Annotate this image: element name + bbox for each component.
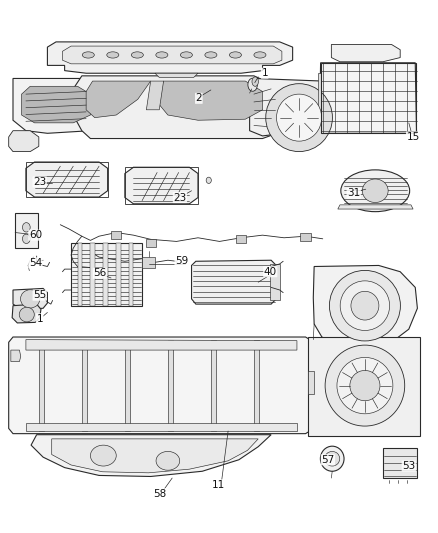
Text: 15: 15 xyxy=(406,132,419,142)
Polygon shape xyxy=(21,86,90,123)
Polygon shape xyxy=(167,340,173,431)
FancyBboxPatch shape xyxy=(71,243,142,306)
Ellipse shape xyxy=(205,52,216,58)
Ellipse shape xyxy=(206,177,211,183)
FancyBboxPatch shape xyxy=(90,243,95,306)
Polygon shape xyxy=(307,337,419,436)
Polygon shape xyxy=(26,423,296,431)
Ellipse shape xyxy=(253,52,265,58)
Text: 23: 23 xyxy=(173,192,186,203)
FancyBboxPatch shape xyxy=(142,257,155,268)
Ellipse shape xyxy=(22,234,30,244)
Polygon shape xyxy=(73,76,283,139)
Polygon shape xyxy=(26,162,107,197)
FancyBboxPatch shape xyxy=(116,243,120,306)
Text: 57: 57 xyxy=(321,455,334,465)
Polygon shape xyxy=(47,42,292,73)
Text: 31: 31 xyxy=(346,188,360,198)
FancyBboxPatch shape xyxy=(145,239,155,247)
Text: 60: 60 xyxy=(29,230,42,240)
Text: 56: 56 xyxy=(93,268,106,278)
Ellipse shape xyxy=(82,52,94,58)
Ellipse shape xyxy=(251,77,258,86)
Ellipse shape xyxy=(320,446,343,471)
Ellipse shape xyxy=(349,370,379,401)
Ellipse shape xyxy=(325,345,404,426)
Polygon shape xyxy=(155,81,262,120)
Polygon shape xyxy=(62,46,281,64)
FancyBboxPatch shape xyxy=(129,243,133,306)
FancyBboxPatch shape xyxy=(78,243,81,306)
Ellipse shape xyxy=(19,307,34,322)
Ellipse shape xyxy=(328,270,399,341)
Polygon shape xyxy=(9,337,314,434)
FancyBboxPatch shape xyxy=(15,213,37,248)
Polygon shape xyxy=(253,340,258,431)
Text: 55: 55 xyxy=(33,290,46,300)
Polygon shape xyxy=(39,340,44,431)
FancyBboxPatch shape xyxy=(235,235,246,243)
Polygon shape xyxy=(26,340,296,350)
Polygon shape xyxy=(155,73,198,77)
Text: 54: 54 xyxy=(28,258,42,268)
Text: 2: 2 xyxy=(195,93,202,103)
FancyBboxPatch shape xyxy=(103,243,107,306)
Ellipse shape xyxy=(155,451,179,470)
Text: 53: 53 xyxy=(401,461,414,471)
Text: 23: 23 xyxy=(33,177,46,187)
Ellipse shape xyxy=(155,52,167,58)
Ellipse shape xyxy=(131,52,143,58)
Polygon shape xyxy=(318,73,320,123)
Text: 59: 59 xyxy=(175,256,188,266)
Ellipse shape xyxy=(361,179,387,203)
Polygon shape xyxy=(146,81,163,110)
Ellipse shape xyxy=(247,78,257,91)
Polygon shape xyxy=(313,265,417,348)
Ellipse shape xyxy=(22,223,30,232)
Polygon shape xyxy=(124,340,130,431)
Polygon shape xyxy=(12,304,41,323)
Ellipse shape xyxy=(106,52,119,58)
Polygon shape xyxy=(13,78,112,133)
Ellipse shape xyxy=(90,445,116,466)
Ellipse shape xyxy=(350,292,378,320)
FancyBboxPatch shape xyxy=(300,233,310,241)
Polygon shape xyxy=(52,439,258,473)
Text: 58: 58 xyxy=(153,489,166,499)
FancyBboxPatch shape xyxy=(111,231,121,239)
Polygon shape xyxy=(124,167,198,204)
Polygon shape xyxy=(307,371,314,394)
Ellipse shape xyxy=(21,290,40,308)
Polygon shape xyxy=(210,340,215,431)
Polygon shape xyxy=(11,350,21,361)
Polygon shape xyxy=(9,131,39,151)
FancyBboxPatch shape xyxy=(382,448,416,478)
Polygon shape xyxy=(86,81,150,118)
Ellipse shape xyxy=(340,170,409,212)
Ellipse shape xyxy=(324,451,339,466)
Polygon shape xyxy=(249,78,339,136)
Polygon shape xyxy=(13,288,47,309)
Polygon shape xyxy=(31,435,271,477)
Ellipse shape xyxy=(336,358,392,414)
Ellipse shape xyxy=(339,281,389,330)
Polygon shape xyxy=(191,260,276,304)
Ellipse shape xyxy=(229,52,241,58)
Ellipse shape xyxy=(276,94,321,141)
Text: 40: 40 xyxy=(263,266,276,277)
FancyBboxPatch shape xyxy=(270,264,279,301)
Ellipse shape xyxy=(265,84,332,151)
Text: 11: 11 xyxy=(212,480,225,490)
Polygon shape xyxy=(81,340,87,431)
Polygon shape xyxy=(331,45,399,62)
Polygon shape xyxy=(337,205,412,209)
Text: 1: 1 xyxy=(36,314,43,324)
Ellipse shape xyxy=(180,52,192,58)
Text: 1: 1 xyxy=(261,68,267,78)
Polygon shape xyxy=(318,63,416,133)
